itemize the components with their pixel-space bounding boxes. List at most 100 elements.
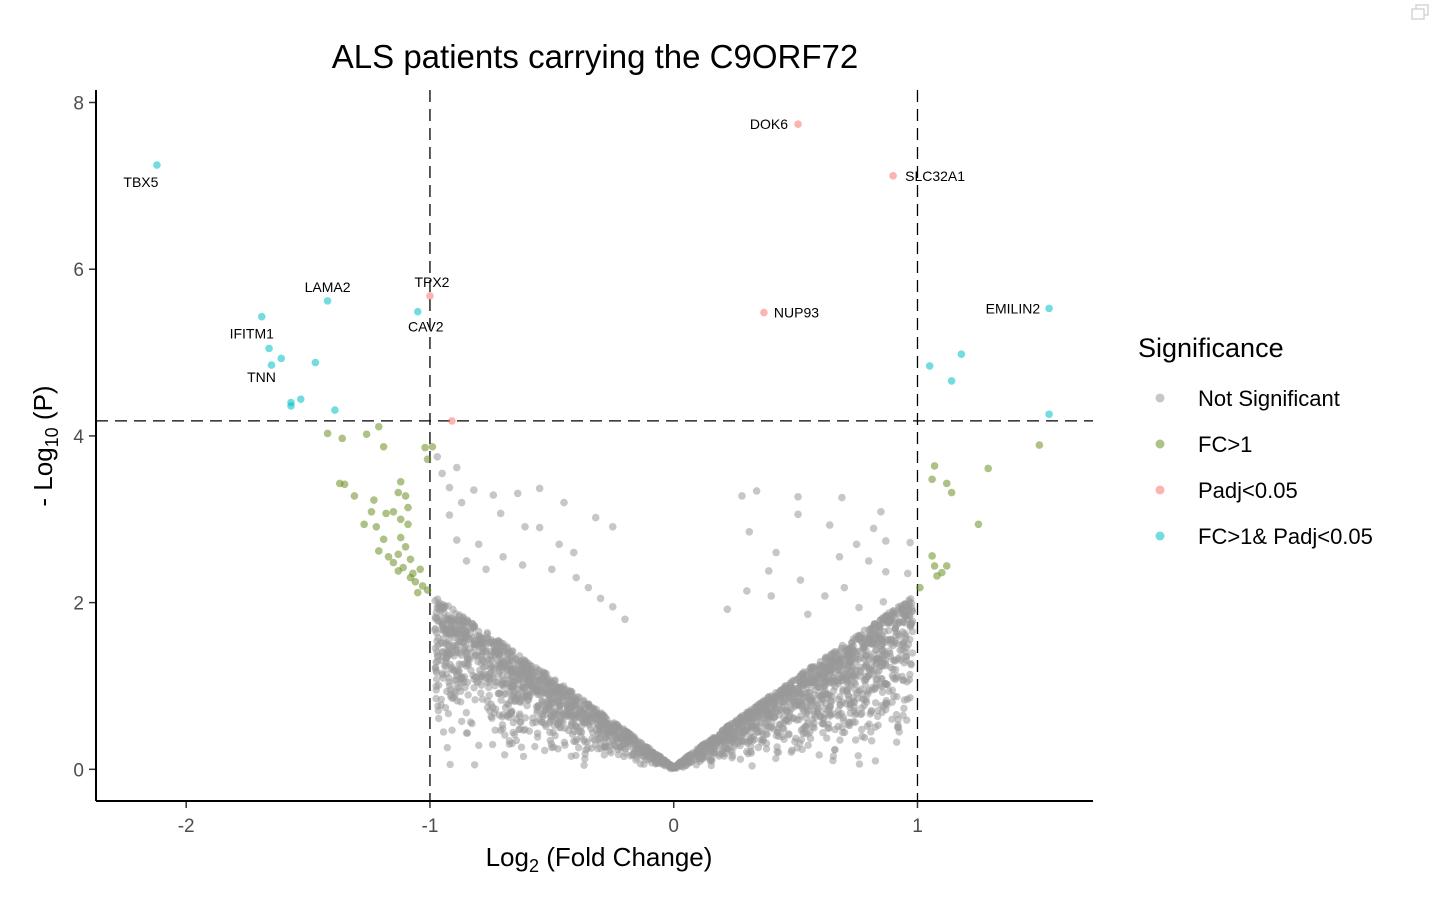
background-point (431, 624, 439, 633)
background-point (587, 724, 595, 733)
background-point (584, 700, 593, 708)
background-point (725, 735, 733, 743)
background-point (461, 647, 469, 656)
data-point (608, 522, 617, 531)
background-point (852, 709, 861, 717)
data-point (569, 548, 578, 557)
background-point (775, 711, 783, 719)
data-point (591, 513, 600, 522)
background-point (840, 672, 848, 680)
background-point (603, 728, 611, 736)
background-point (576, 713, 584, 721)
gene-labels: TBX5 LAMA2 IFITM1 TNN TPX2 CAV2 DOK6 SLC32A1 NUP… (123, 116, 1040, 385)
background-point (882, 650, 890, 658)
data-point (499, 552, 507, 561)
background-point (772, 754, 780, 763)
background-point (500, 751, 509, 759)
background-point (628, 734, 636, 743)
background-point (546, 698, 554, 706)
y-axis-label: - Log10 (P) (28, 385, 62, 506)
background-point (891, 657, 899, 665)
data-point (323, 297, 332, 305)
background-point (557, 723, 565, 732)
background-point (763, 730, 771, 738)
data-point (521, 522, 529, 531)
data-point (584, 583, 593, 592)
background-point (763, 699, 772, 708)
chart-title: ALS patients carrying the C9ORF72 (332, 38, 858, 75)
background-point (543, 689, 552, 698)
background-point (507, 708, 515, 717)
background-point (796, 688, 804, 696)
background-point (511, 655, 520, 663)
window-restore-icon[interactable] (1410, 4, 1430, 20)
gene-label: EMILIN2 (986, 300, 1041, 316)
background-point (613, 722, 621, 730)
background-point (742, 710, 751, 719)
background-point (878, 641, 886, 650)
background-point (437, 656, 446, 664)
x-tick-label: -1 (422, 816, 439, 837)
background-point (760, 706, 769, 715)
data-point (1035, 441, 1044, 449)
background-point (891, 624, 900, 633)
background-point (894, 715, 902, 724)
data-point (513, 489, 522, 498)
background-point (516, 725, 524, 734)
background-point (574, 744, 583, 752)
background-point (808, 715, 817, 724)
legend-key (1155, 439, 1165, 449)
data-point (881, 567, 890, 576)
background-point (501, 731, 509, 739)
background-point (450, 652, 458, 660)
background-point (607, 749, 615, 757)
data-point (864, 557, 873, 565)
data-point (608, 602, 617, 611)
background-point (600, 751, 609, 759)
legend-key (1155, 485, 1165, 495)
data-point (389, 507, 398, 516)
background-point (434, 714, 443, 723)
data-point (323, 429, 332, 438)
background-point-cloud (431, 595, 917, 773)
background-point (836, 692, 844, 701)
background-point (443, 639, 451, 647)
background-point (736, 755, 745, 763)
background-point (868, 650, 876, 658)
background-point (867, 664, 876, 672)
background-point (849, 673, 857, 681)
data-point (889, 607, 897, 615)
background-point (861, 651, 869, 659)
background-point (851, 736, 860, 744)
background-point (788, 746, 796, 754)
background-point (894, 630, 903, 639)
data-point (423, 586, 432, 594)
data-point (416, 565, 425, 574)
background-point (439, 728, 448, 736)
background-point (908, 649, 917, 657)
background-point (491, 726, 499, 734)
background-point (867, 708, 875, 716)
data-point (372, 522, 381, 531)
background-point (638, 746, 646, 754)
background-point (902, 632, 910, 640)
data-point (370, 496, 378, 504)
data-point (265, 344, 273, 353)
background-point (888, 715, 896, 724)
background-point (498, 721, 507, 729)
y-tick-label: 4 (73, 427, 84, 448)
data-point (433, 452, 442, 461)
background-point (830, 647, 839, 656)
background-point (571, 722, 580, 730)
data-point (933, 572, 941, 580)
background-point (893, 672, 901, 680)
background-point (776, 705, 784, 713)
background-point (614, 746, 622, 754)
background-point (447, 693, 455, 701)
legend-title: Significance (1138, 333, 1284, 363)
background-point (438, 620, 446, 629)
background-point (782, 681, 791, 690)
data-point (394, 567, 403, 575)
background-point (448, 726, 456, 734)
background-point (860, 701, 868, 710)
